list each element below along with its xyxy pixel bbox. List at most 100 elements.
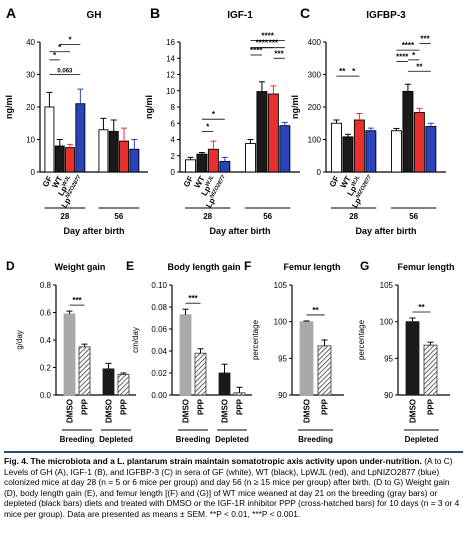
panel-g-significance-label: ** xyxy=(418,303,425,312)
figure-caption: Fig. 4. The microbiota and a L. plantaru… xyxy=(4,451,463,520)
panel-c-y-tick-label: 0 xyxy=(317,168,322,177)
panel-f-bar-label: DMSO xyxy=(303,399,312,423)
panel-c-bar-lpnizo2877-day56 xyxy=(425,126,437,173)
panel-a-y-tick-label: 30 xyxy=(26,71,35,80)
panel-f-bar-label: PPP xyxy=(321,398,330,415)
panel-b-y-tick-label: 0 xyxy=(171,168,176,177)
panel-a-y-tick-label: 20 xyxy=(26,103,35,112)
panel-b-y-tick-label: 6 xyxy=(171,119,176,128)
panel-e-bar-label: PPP xyxy=(197,398,206,415)
panel-c-letter: C xyxy=(300,5,310,21)
panel-g-bar-label: PPP xyxy=(427,398,436,415)
panel-b-group-label-day56: 56 xyxy=(263,212,272,221)
panel-f-letter: F xyxy=(244,259,251,273)
panel-e-ylabel: cm/day xyxy=(131,327,140,353)
panel-c-bar-gf-day28 xyxy=(331,122,342,173)
panel-d-ylabel: g/day xyxy=(15,330,24,350)
panel-c-bar-lpwjl-day28 xyxy=(353,119,365,173)
panel-g-y-tick-label: 105 xyxy=(380,281,394,290)
panel-e-y-tick-label: 0.08 xyxy=(151,303,167,312)
panel-b-significance-label: **** xyxy=(250,46,263,55)
panel-b-bar-gf-day56 xyxy=(245,143,256,173)
panel-a-group-label-day28: 28 xyxy=(60,212,69,221)
panel-d-y-tick-label: 0.2 xyxy=(40,364,52,373)
panel-e-bar-depleted-ppp xyxy=(233,392,246,396)
panel-c-ylabel: ng/ml xyxy=(290,95,300,119)
panel-b-bar-lpnizo2877-day28 xyxy=(219,160,231,173)
panel-e-bar-label: PPP xyxy=(236,398,245,415)
panel-a-bar-gf-day56 xyxy=(98,129,109,173)
panel-c-bar-wt-day56 xyxy=(402,90,414,173)
panel-c-y-tick-label: 100 xyxy=(308,136,322,145)
panel-d-y-tick-label: 0.0 xyxy=(40,391,52,400)
panel-b-significance-label: * xyxy=(206,122,210,131)
panel-b-y-tick-label: 10 xyxy=(166,87,175,96)
panel-c-bar-gf-day56 xyxy=(391,130,402,173)
panel-d-bar-label: DMSO xyxy=(105,399,114,423)
panel-g-bar-depleted-dmso xyxy=(405,321,420,396)
panel-e-letter: E xyxy=(126,259,134,273)
panel-d-group-label: Breeding xyxy=(60,435,95,444)
panel-e-y-tick-label: 0.04 xyxy=(151,347,167,356)
panel-d-y-tick-label: 0.6 xyxy=(40,309,52,318)
panel-f-y-tick-label: 90 xyxy=(278,391,287,400)
panel-c-significance-label: **** xyxy=(396,53,409,62)
panel-g-y-tick-label: 100 xyxy=(380,318,394,327)
panel-e-bar-breeding-dmso xyxy=(179,314,192,396)
panel-c-y-tick-label: 400 xyxy=(308,38,322,47)
panel-f-ylabel: percentage xyxy=(251,319,260,360)
panel-c-y-tick-label: 200 xyxy=(308,103,322,112)
panel-a-y-tick-label: 40 xyxy=(26,38,35,47)
panel-f-group-label: Breeding xyxy=(298,435,333,444)
panel-d-bar-label: PPP xyxy=(120,398,129,415)
panel-a-bar-gf-day28 xyxy=(44,106,55,173)
panel-e-group-label: Breeding xyxy=(176,435,211,444)
panel-b-y-tick-label: 8 xyxy=(171,103,176,112)
panel-g-bar-label: DMSO xyxy=(409,399,418,423)
panel-f-bar-breeding-dmso xyxy=(299,321,314,396)
panel-a-y-tick-label: 0 xyxy=(31,168,36,177)
panel-e-y-tick-label: 0.02 xyxy=(151,369,167,378)
panel-c-y-tick-label: 300 xyxy=(308,71,322,80)
panel-g-y-tick-label: 90 xyxy=(384,391,393,400)
caption-lead: Fig. 4. The microbiota and a L. plantaru… xyxy=(4,456,422,466)
panel-g-ylabel: percentage xyxy=(357,319,366,360)
panel-b-significance-label: *** xyxy=(269,39,279,48)
caption-body: (A to C) Levels of GH (A), IGF-1 (B), an… xyxy=(4,456,460,519)
panel-c-title: IGFBP-3 xyxy=(366,10,406,21)
panel-a-significance-label: * xyxy=(53,51,57,60)
panel-b-bar-gf-day28 xyxy=(185,159,196,173)
panel-e-bar-breeding-ppp xyxy=(194,352,207,396)
panel-f-significance-label: ** xyxy=(312,306,319,315)
panel-f-y-tick-label: 105 xyxy=(274,281,288,290)
panel-e-bar-depleted-dmso xyxy=(218,372,231,396)
panel-d-y-tick-label: 0.4 xyxy=(40,336,52,345)
panel-e-title: Body length gain xyxy=(168,262,241,272)
panel-c-significance-label: ** xyxy=(416,62,423,71)
panel-a-group-label-day56: 56 xyxy=(114,212,123,221)
panel-g-letter: G xyxy=(360,259,369,273)
panel-d-significance-label: *** xyxy=(72,296,82,305)
panel-c-group-label-day56: 56 xyxy=(409,212,418,221)
panel-f-y-tick-label: 100 xyxy=(274,318,288,327)
panel-a-bar-wt-day56 xyxy=(108,130,119,173)
panel-b-ylabel: ng/ml xyxy=(144,95,154,119)
panel-a-ylabel: ng/ml xyxy=(4,95,14,119)
panel-a-bar-lpnizo2877-day56 xyxy=(129,148,140,173)
panel-d-bar-breeding-ppp xyxy=(78,346,91,396)
panel-a-bar-lpwjl-day28 xyxy=(65,147,76,173)
panel-d-bar-depleted-dmso xyxy=(102,368,115,396)
panel-c-significance-label: * xyxy=(352,67,356,76)
panel-c-bar-lpwjl-day56 xyxy=(413,112,425,173)
panel-b-y-tick-label: 14 xyxy=(166,54,175,63)
panel-a-title: GH xyxy=(87,10,102,21)
panel-d-group-label: Depleted xyxy=(99,435,133,444)
panel-g-group-label: Depleted xyxy=(405,435,439,444)
panel-a-bar-lpwjl-day56 xyxy=(119,140,130,173)
panel-d-bar-label: PPP xyxy=(81,398,90,415)
panel-g-title: Femur length xyxy=(397,262,454,272)
panel-c-group-label-day28: 28 xyxy=(349,212,358,221)
panel-b-significance-label: **** xyxy=(261,31,274,40)
panel-b-bar-lpwjl-day56 xyxy=(267,93,279,173)
